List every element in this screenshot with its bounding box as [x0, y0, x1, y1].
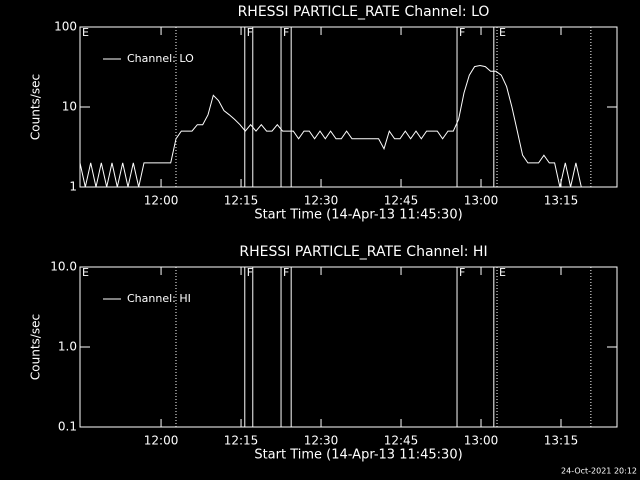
- x-axis-label: Start Time (14-Apr-13 11:45:30): [254, 208, 462, 223]
- x-tick-label: 12:30: [304, 194, 339, 208]
- x-tick-label: 13:15: [544, 194, 579, 208]
- flag-label: E: [82, 266, 89, 279]
- chart-title: RHESSI PARTICLE_RATE Channel: HI: [239, 244, 487, 260]
- y-axis-label: Counts/sec: [29, 314, 43, 380]
- chart-title: RHESSI PARTICLE_RATE Channel: LO: [238, 4, 490, 20]
- x-tick-label: 13:00: [464, 194, 499, 208]
- flag-label: E: [82, 26, 89, 39]
- y-tick-label: 10.0: [50, 260, 77, 274]
- y-tick-label: 0.1: [58, 420, 77, 434]
- x-tick-label: 12:00: [144, 434, 179, 448]
- x-axis-label: Start Time (14-Apr-13 11:45:30): [254, 448, 462, 463]
- flag-label: F: [283, 26, 289, 39]
- legend-label: Channel: LO: [127, 52, 194, 65]
- legend-label: Channel: HI: [127, 292, 191, 305]
- plot-frame: [79, 266, 618, 428]
- data-line: [79, 64, 587, 188]
- flag-label: E: [499, 266, 506, 279]
- y-tick-label: 100: [54, 20, 77, 34]
- y-axis-label: Counts/sec: [29, 74, 43, 140]
- flag-label: F: [247, 26, 253, 39]
- x-tick-label: 12:15: [224, 434, 259, 448]
- x-tick-label: 12:00: [144, 194, 179, 208]
- x-tick-label: 13:00: [464, 434, 499, 448]
- flag-label: F: [459, 266, 465, 279]
- footer-date: 24-Oct-2021 20:12: [561, 467, 637, 476]
- y-tick-label: 10: [62, 100, 77, 114]
- y-tick-label: 1: [69, 180, 77, 194]
- y-tick-label: 1.0: [58, 340, 77, 354]
- flag-label: F: [247, 266, 253, 279]
- flag-label: F: [459, 26, 465, 39]
- flag-label: F: [283, 266, 289, 279]
- flag-label: E: [499, 26, 506, 39]
- x-tick-label: 12:30: [304, 434, 339, 448]
- x-tick-label: 12:15: [224, 194, 259, 208]
- x-tick-label: 12:45: [384, 194, 419, 208]
- x-tick-label: 12:45: [384, 434, 419, 448]
- x-tick-label: 13:15: [544, 434, 579, 448]
